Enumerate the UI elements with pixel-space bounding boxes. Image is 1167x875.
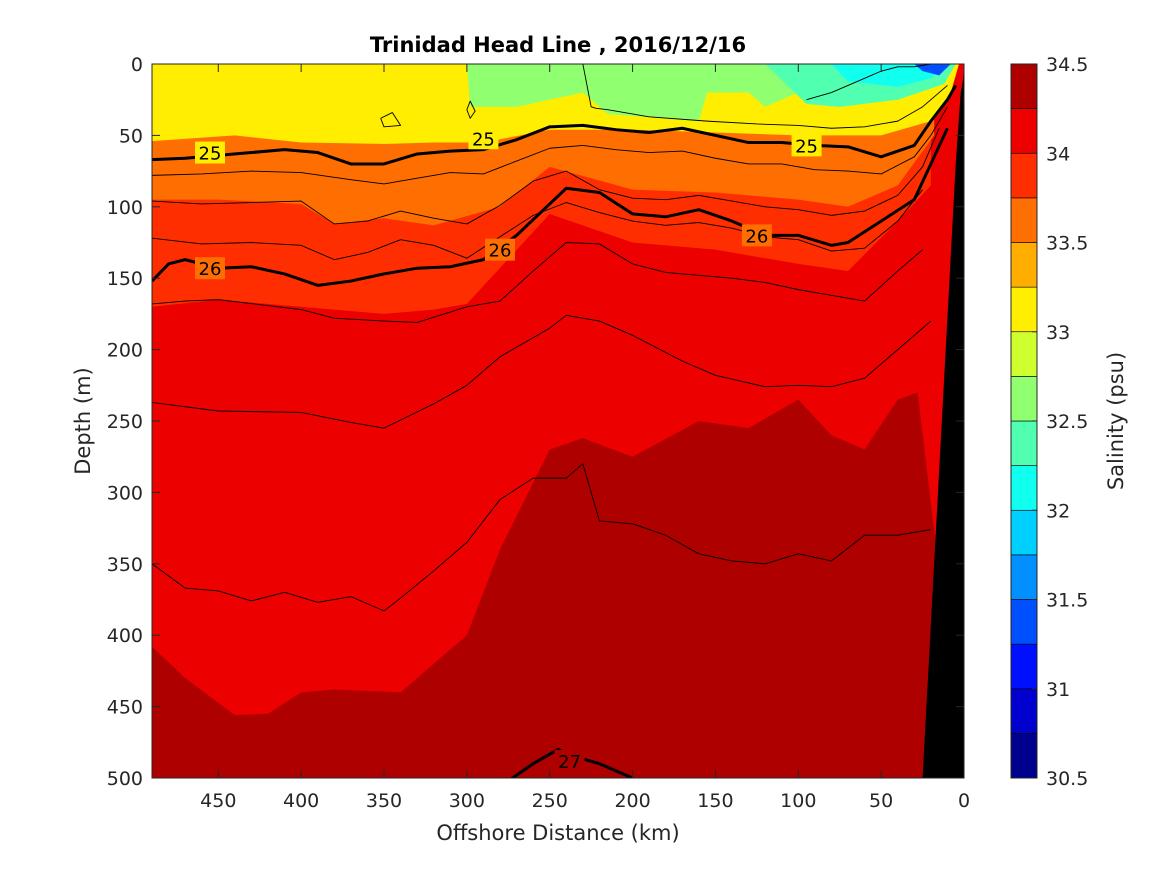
colorbar-segment: [1010, 688, 1038, 734]
colorbar-segment: [1010, 465, 1038, 511]
bathymetry-wedge: [922, 74, 964, 778]
y-tick-label: 200: [107, 340, 143, 362]
contour-label-25: 25: [199, 144, 222, 165]
colorbar-segment: [1010, 331, 1038, 377]
y-tick-label: 450: [107, 697, 143, 719]
colorbar-tick-label: 33.5: [1046, 233, 1088, 255]
y-tick-label: 300: [107, 482, 143, 504]
x-tick-label: 300: [449, 790, 485, 812]
x-tick-label: 50: [869, 790, 893, 812]
colorbar-tick-label: 32: [1046, 500, 1070, 522]
contour-label-26: 26: [199, 259, 222, 280]
y-axis-label: Depth (m): [71, 367, 95, 474]
colorbar-segment: [1010, 554, 1038, 600]
y-tick-label: 400: [107, 625, 143, 647]
contour-label-25: 25: [795, 136, 818, 157]
colorbar-tick-label: 34: [1046, 143, 1070, 165]
colorbar-tick-label: 30.5: [1046, 768, 1088, 790]
sigma-t-contour-thin: [152, 106, 948, 185]
salinity-fill-patch: [392, 64, 426, 129]
y-tick-label: 500: [107, 768, 143, 790]
y-tick-label: 0: [131, 54, 143, 76]
contour-label-bg: [741, 224, 772, 247]
contour-label-26: 26: [745, 226, 768, 247]
colorbar-tick-label: 31: [1046, 679, 1070, 701]
x-axis: 450 400 350 300 250 200 150 100 50 0: [200, 64, 970, 812]
contour-label-bg: [485, 238, 515, 261]
contour-label-26: 26: [489, 241, 512, 262]
y-axis: 0 50 100 150 200 250 300 350 400 450 500: [107, 54, 964, 790]
chart-title: Trinidad Head Line , 2016/12/16: [370, 33, 746, 57]
y-tick-label: 250: [107, 411, 143, 433]
colorbar-label: Salinity (psu): [1104, 352, 1128, 490]
x-tick-label: 400: [283, 790, 319, 812]
salinity-fill-freshest: [914, 64, 951, 76]
colorbar-tick-label: 31.5: [1046, 590, 1088, 612]
colorbar: 30.5 31 31.5 32 32.5 33 33.5 34 34.5: [1010, 54, 1088, 790]
plot-area: 25 25 25 26 26 26 27: [152, 64, 964, 778]
colorbar-tick-label: 32.5: [1046, 411, 1088, 433]
y-tick-label: 150: [107, 268, 143, 290]
sigma-t-contour-26: [152, 127, 949, 287]
x-tick-label: 150: [697, 790, 733, 812]
colorbar-tick-label: 33: [1046, 322, 1070, 344]
sigma-t-contour-small: [466, 100, 476, 119]
sigma-t-contour-25: [152, 84, 958, 166]
x-tick-label: 0: [958, 790, 970, 812]
sigma-t-contour-small: [582, 64, 948, 129]
contour-label-bg: [195, 257, 225, 280]
colorbar-segment: [1010, 733, 1038, 779]
colorbar-segment: [1010, 599, 1038, 645]
contour-label-bg: [554, 749, 585, 772]
y-tick-label: 100: [107, 197, 143, 219]
sigma-t-contour-thin: [152, 128, 940, 225]
colorbar-segment: [1010, 152, 1038, 199]
x-axis-label: Offshore Distance (km): [436, 821, 679, 845]
colorbar-segment: [1010, 108, 1038, 154]
salinity-fill-deep: [152, 392, 964, 778]
sigma-t-contour-small: [380, 112, 402, 128]
contour-label-bg: [195, 141, 225, 164]
sigma-t-contour-thin: [152, 189, 923, 261]
sigma-t-contour-thin: [152, 314, 932, 429]
colorbar-segment: [1010, 63, 1038, 109]
x-tick-label: 100: [780, 790, 816, 812]
x-tick-label: 250: [532, 790, 568, 812]
colorbar-segment: [1010, 643, 1038, 690]
sigma-t-contour-thin: [152, 463, 931, 612]
colorbar-tick-label: 34.5: [1046, 54, 1088, 76]
colorbar-segment: [1010, 420, 1038, 466]
salinity-fill-lens: [466, 64, 716, 122]
colorbar-segment: [1010, 286, 1038, 333]
colorbar-segment: [1010, 242, 1038, 288]
y-tick-label: 350: [107, 554, 143, 576]
colorbar-segment: [1010, 509, 1038, 556]
contour-label-27: 27: [558, 752, 581, 773]
contour-label-bg: [468, 127, 499, 150]
salinity-fill-coastal-fresh: [831, 64, 948, 87]
colorbar-segment: [1010, 376, 1038, 422]
contour-label-bg: [791, 134, 822, 157]
sigma-t-contour-thin: [152, 242, 923, 323]
x-tick-label: 350: [366, 790, 402, 812]
contour-label-25: 25: [472, 129, 495, 150]
x-tick-label: 450: [200, 790, 236, 812]
y-tick-label: 50: [119, 125, 143, 147]
colorbar-segment: [1010, 197, 1038, 243]
x-tick-label: 200: [614, 790, 650, 812]
